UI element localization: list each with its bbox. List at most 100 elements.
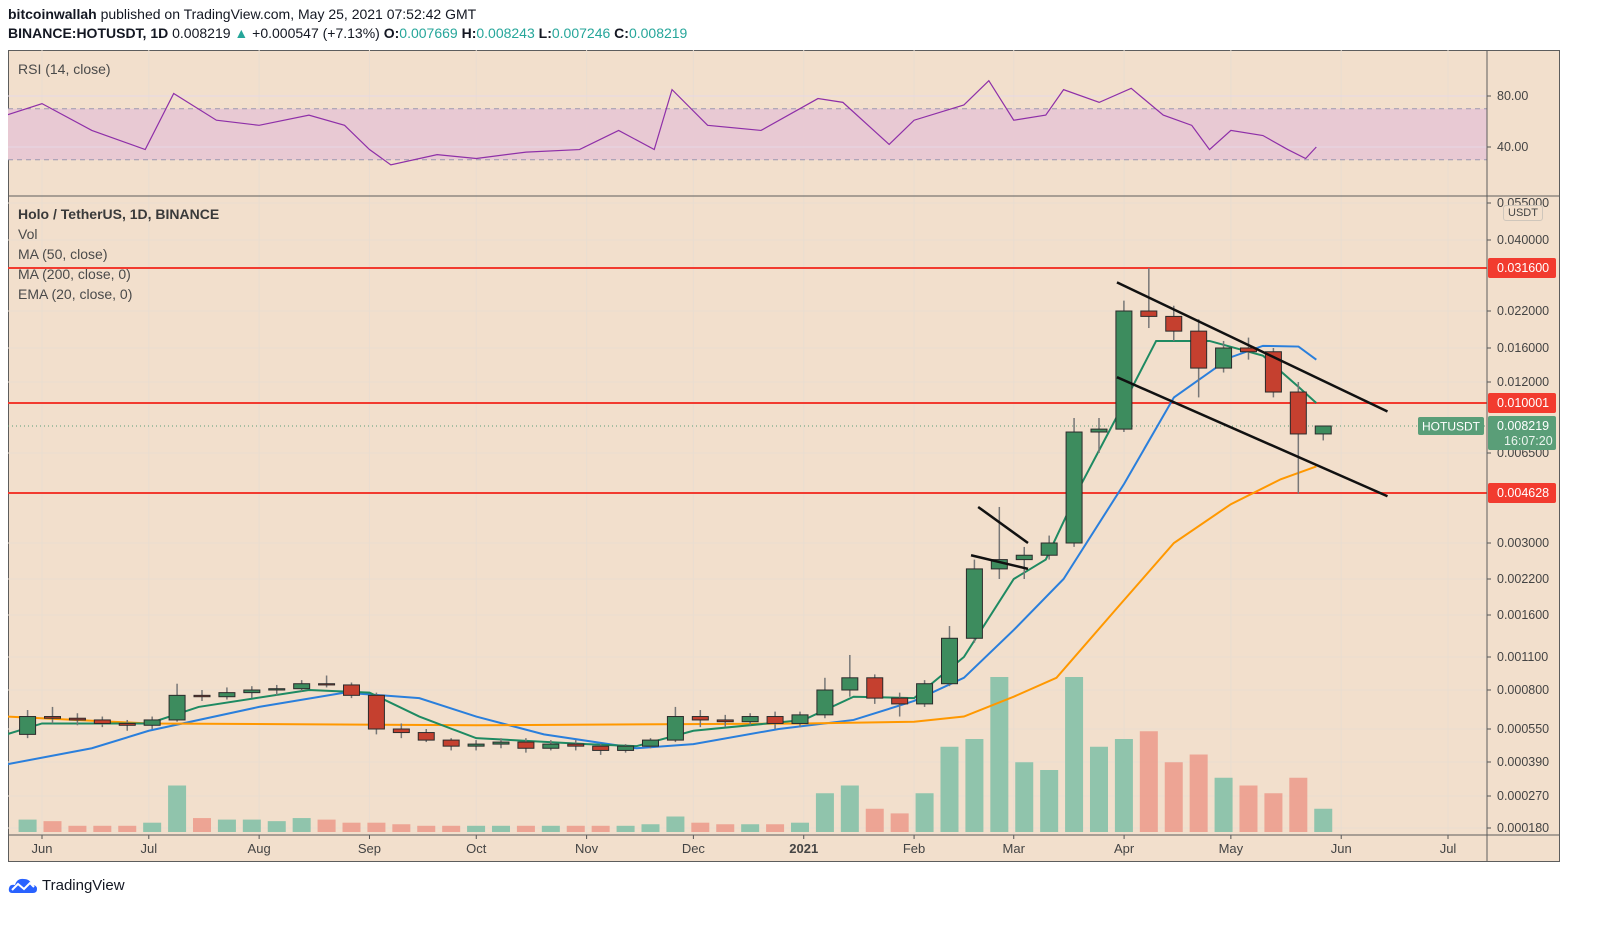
candle-body bbox=[1090, 428, 1108, 433]
candle-body bbox=[891, 697, 909, 705]
high-label: H: bbox=[461, 25, 477, 41]
volume-bar bbox=[292, 818, 311, 832]
currency-label[interactable]: USDT bbox=[1503, 205, 1543, 221]
tradingview-logo[interactable]: TradingView bbox=[8, 876, 125, 894]
volume-bar bbox=[1065, 677, 1084, 832]
candle-body bbox=[716, 719, 734, 723]
symbol-name: BINANCE:HOTUSDT, 1D bbox=[8, 25, 169, 41]
trendline bbox=[977, 505, 1029, 545]
candle-body bbox=[741, 716, 759, 723]
last-price-tag-text: 0.008219 bbox=[1497, 419, 1549, 433]
candle-body bbox=[1140, 310, 1158, 317]
legend-vol[interactable]: Vol bbox=[18, 226, 38, 242]
candle-body bbox=[791, 714, 809, 724]
low-value: 0.007246 bbox=[551, 25, 611, 41]
candle-body bbox=[1190, 330, 1208, 369]
last-price: 0.008219 bbox=[172, 25, 231, 41]
price-axis-label: 0.001600 bbox=[1497, 608, 1549, 622]
time-axis-label: Nov bbox=[575, 841, 599, 856]
candle-body bbox=[168, 694, 186, 721]
level-price-tag-text: 0.031600 bbox=[1497, 261, 1549, 275]
price-axis-label: 0.012000 bbox=[1497, 375, 1549, 389]
price-axis-label: 0.016000 bbox=[1497, 341, 1549, 355]
level-price-tag bbox=[1488, 258, 1556, 278]
volume-bar bbox=[815, 793, 834, 832]
up-arrow-icon: ▲ bbox=[234, 25, 249, 41]
volume-bar bbox=[192, 818, 211, 832]
legend-ema20[interactable]: EMA (20, close, 0) bbox=[18, 286, 133, 302]
volume-bar bbox=[915, 793, 934, 832]
volume-bar bbox=[367, 822, 386, 832]
rsi-axis-label: 40.00 bbox=[1497, 140, 1528, 154]
main-pane bbox=[8, 267, 1487, 832]
candle-body bbox=[965, 568, 983, 639]
volume-bar bbox=[1139, 731, 1158, 832]
volume-bar bbox=[840, 785, 859, 832]
chart-frame[interactable] bbox=[8, 50, 1560, 862]
volume-bar bbox=[1189, 754, 1208, 832]
candle-body bbox=[19, 716, 37, 735]
candle-body bbox=[1264, 351, 1282, 393]
volume-bar bbox=[18, 819, 37, 832]
candle-body bbox=[691, 716, 709, 721]
volume-bar bbox=[1314, 808, 1333, 832]
level-price-tag-text: 0.004628 bbox=[1497, 486, 1549, 500]
trendline bbox=[970, 554, 1029, 571]
main-legend-title[interactable]: Holo / TetherUS, 1D, BINANCE bbox=[18, 206, 220, 222]
candle-body bbox=[666, 716, 684, 741]
publisher-name[interactable]: bitcoinwallah bbox=[8, 6, 97, 22]
volume-bar bbox=[691, 822, 710, 832]
rsi-band bbox=[8, 108, 1487, 160]
volume-bar bbox=[865, 808, 884, 832]
legend-ma200[interactable]: MA (200, close, 0) bbox=[18, 266, 131, 282]
close-value: 0.008219 bbox=[628, 25, 688, 41]
volume-bar bbox=[516, 825, 535, 832]
volume-bar bbox=[766, 824, 785, 832]
candle-body bbox=[816, 689, 834, 716]
level-price-tag bbox=[1488, 483, 1556, 503]
volume-bar bbox=[716, 824, 735, 832]
price-axis-label: 0.002200 bbox=[1497, 572, 1549, 586]
price-axis-label: 0.040000 bbox=[1497, 233, 1549, 247]
candle-body bbox=[1165, 315, 1183, 332]
volume-bar bbox=[990, 677, 1009, 832]
volume-bar bbox=[118, 825, 137, 832]
symbol-tag bbox=[1418, 417, 1484, 435]
candle-body bbox=[293, 683, 311, 690]
volume-bar bbox=[417, 825, 436, 832]
volume-bar bbox=[442, 825, 461, 832]
candle-body bbox=[940, 637, 958, 685]
volume-bar bbox=[566, 825, 585, 832]
published-text: published on TradingView.com, May 25, 20… bbox=[100, 6, 477, 22]
price-axis-label: 0.000180 bbox=[1497, 821, 1549, 835]
candle-body bbox=[193, 694, 211, 698]
legend-ma50[interactable]: MA (50, close) bbox=[18, 246, 108, 262]
volume-bar bbox=[467, 825, 486, 832]
candle-body bbox=[118, 722, 136, 726]
open-label: O: bbox=[383, 25, 400, 41]
candle-body bbox=[93, 719, 111, 724]
candle-body bbox=[866, 677, 884, 699]
candle-body bbox=[243, 689, 261, 694]
time-axis-label: Jul bbox=[1440, 841, 1457, 856]
trendline bbox=[1116, 281, 1389, 413]
indicator-ma50-line bbox=[8, 344, 1317, 766]
time-axis-label: Jul bbox=[140, 841, 157, 856]
candle-body bbox=[367, 694, 385, 730]
rsi-legend[interactable]: RSI (14, close) bbox=[18, 61, 111, 77]
candle-body bbox=[492, 741, 510, 745]
rsi-pane bbox=[8, 79, 1487, 166]
candle-body bbox=[641, 739, 659, 747]
volume-bar bbox=[741, 824, 760, 832]
price-axis-label: 0.003000 bbox=[1497, 536, 1549, 550]
volume-bar bbox=[541, 825, 560, 832]
candle-body bbox=[592, 745, 610, 751]
price-axis-label: 0.000270 bbox=[1497, 789, 1549, 803]
time-axis-label: Feb bbox=[903, 841, 925, 856]
time-axis-label: Sep bbox=[358, 841, 381, 856]
volume-bar bbox=[168, 785, 187, 832]
candle-body bbox=[567, 743, 585, 747]
volume-bar bbox=[790, 822, 809, 832]
indicator-ma200-line bbox=[8, 465, 1317, 727]
